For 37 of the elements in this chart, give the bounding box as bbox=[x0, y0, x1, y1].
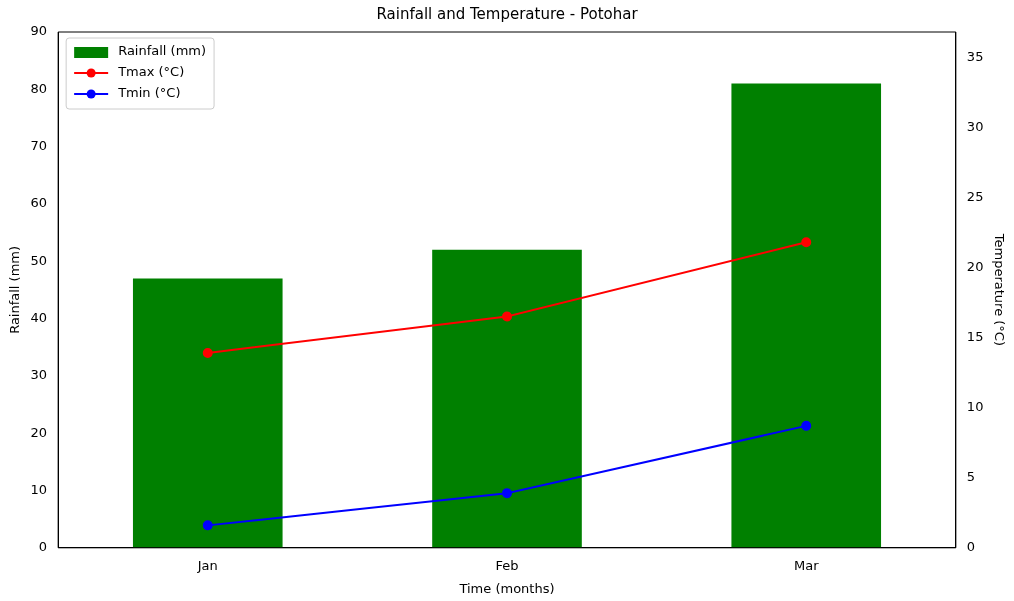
y-tick-label: 60 bbox=[30, 195, 48, 211]
y-tick-label: 70 bbox=[30, 138, 48, 153]
legend-label: Tmax (°C) bbox=[117, 64, 185, 80]
y2-tick-label: 20 bbox=[966, 258, 984, 274]
chart-title: Rainfall and Temperature - Potohar bbox=[376, 4, 639, 23]
point bbox=[801, 420, 812, 431]
y-tick-label: 20 bbox=[30, 424, 48, 440]
y-tick-label: 50 bbox=[30, 252, 48, 268]
point bbox=[202, 347, 213, 358]
y2-tick-label: 0 bbox=[966, 539, 976, 555]
point bbox=[502, 311, 512, 322]
legend-label: Tmin (°C) bbox=[117, 85, 181, 101]
y2-tick-label: 5 bbox=[966, 469, 976, 485]
x-tick-label: Jan bbox=[196, 557, 218, 573]
x-tick-label: Feb bbox=[495, 557, 519, 573]
y-tick-label: 90 bbox=[30, 23, 48, 39]
y2-tick-label: 10 bbox=[966, 399, 984, 415]
y-tick-label: 30 bbox=[30, 367, 48, 383]
point bbox=[202, 520, 213, 531]
y-tick-label: 0 bbox=[38, 539, 48, 555]
y2-tick-label: 15 bbox=[966, 328, 984, 344]
y2-tick-label: 30 bbox=[966, 118, 984, 134]
y2-axis-title: Temperature (°C) bbox=[991, 232, 1007, 346]
y-tick-label: 10 bbox=[30, 481, 48, 497]
y-tick-label: 40 bbox=[30, 309, 48, 325]
legend-label: Rainfall (mm) bbox=[118, 43, 207, 59]
bar bbox=[132, 278, 283, 548]
y2-tick-label: 35 bbox=[966, 48, 984, 64]
y-axis-title: Rainfall (mm) bbox=[7, 245, 23, 334]
x-axis-title: Time (months) bbox=[458, 580, 555, 596]
y2-tick-label: 25 bbox=[966, 188, 984, 204]
bar bbox=[432, 249, 582, 548]
point bbox=[502, 488, 512, 499]
point bbox=[801, 237, 812, 248]
y-tick-label: 80 bbox=[30, 80, 48, 96]
bar bbox=[731, 83, 882, 548]
x-tick-label: Mar bbox=[793, 557, 820, 573]
